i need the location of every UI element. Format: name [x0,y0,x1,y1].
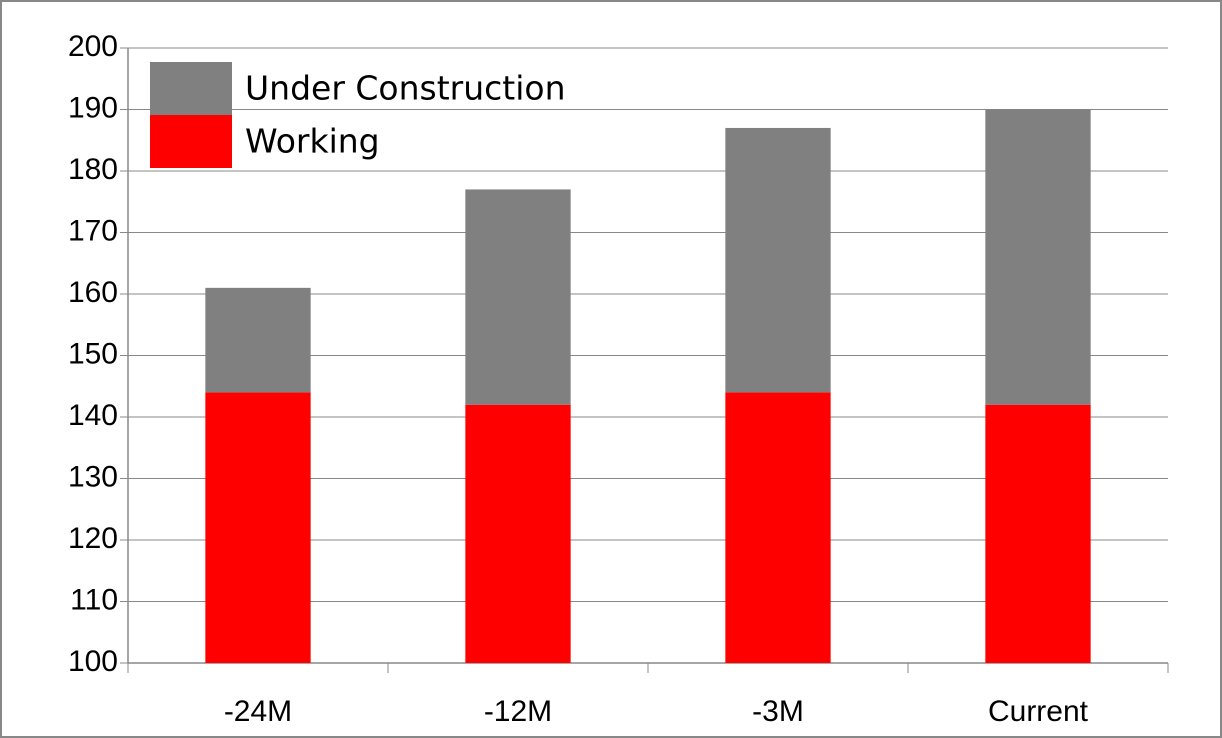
y-tick-label: 140 [68,399,118,432]
legend-label: Under Construction [245,69,566,108]
y-tick-label: 120 [68,522,118,555]
y-tick-label: 170 [68,214,118,247]
y-tick-label: 150 [68,337,118,370]
bar-segment [725,127,831,393]
x-tick-label: -3M [752,695,804,728]
legend-swatch [150,115,232,168]
x-tick-label: -12M [484,695,552,728]
y-tick-label: 180 [68,153,118,186]
bar-segment [725,392,831,663]
legend-swatch [150,62,232,115]
y-tick-label: 110 [70,583,118,616]
bar-segment [985,109,1091,405]
y-tick-label: 200 [68,30,118,63]
bar-segment [465,189,571,405]
bar-segment [205,287,311,393]
x-tick-label: -24M [224,695,292,728]
y-tick-label: 130 [68,460,118,493]
y-tick-label: 190 [68,91,118,124]
y-tick-label: 100 [68,645,118,678]
y-tick-label: 160 [68,276,118,309]
x-tick-label: Current [988,695,1089,728]
bar-segment [465,404,571,663]
bar-segment [205,392,311,663]
bar-segment [985,404,1091,663]
legend-label: Working [245,122,380,161]
